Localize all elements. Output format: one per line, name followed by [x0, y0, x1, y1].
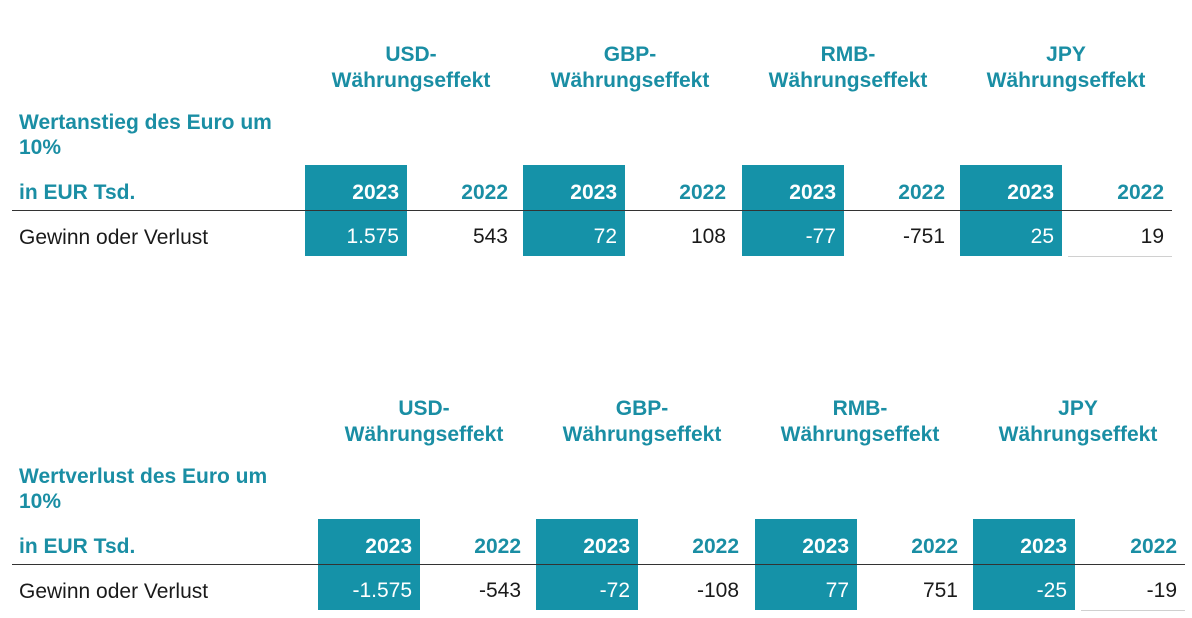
currency-header-line: USD- [398, 397, 450, 420]
year-header-cell: 2023 [973, 519, 1075, 564]
year-header-cell: 2022 [911, 535, 958, 558]
table-euro-decrease: USD- Währungseffekt GBP- Währungseffekt … [0, 354, 1192, 618]
unit-label: in EUR Tsd. [19, 181, 136, 204]
value-cell: -19 [1146, 579, 1177, 602]
unit-label: in EUR Tsd. [19, 535, 136, 558]
year-header-cell: 2022 [679, 181, 726, 204]
row-label: Gewinn oder Verlust [19, 226, 209, 249]
table-euro-increase: USD- Währungseffekt GBP- Währungseffekt … [0, 0, 1192, 300]
value-cell: 543 [472, 225, 508, 248]
currency-header-line: Währungseffekt [344, 423, 504, 446]
currency-header-line: Währungseffekt [768, 69, 928, 92]
currency-header-line: GBP- [603, 43, 657, 66]
header-rule [12, 210, 1172, 211]
value-cell: -1.575 [318, 565, 420, 610]
value-cell: 19 [1140, 225, 1164, 248]
year-header-cell: 2022 [1130, 535, 1177, 558]
table-title: Wertanstieg des Euro um 10% [19, 111, 272, 159]
year-header-cell: 2023 [318, 519, 420, 564]
year-header-cell: 2023 [960, 165, 1062, 210]
year-header-cell: 2023 [523, 165, 625, 210]
currency-header-line: Währungseffekt [986, 69, 1146, 92]
value-cell: 1.575 [305, 211, 407, 256]
currency-header-gbp: GBP- Währungseffekt [520, 42, 740, 94]
year-header-cell: 2023 [536, 519, 638, 564]
currency-header-jpy: JPY Währungseffekt [968, 396, 1188, 448]
value-cell: 108 [690, 225, 726, 248]
year-header-cell: 2022 [898, 181, 945, 204]
year-header-cell: 2022 [474, 535, 521, 558]
currency-header-rmb: RMB- Währungseffekt [750, 396, 970, 448]
currency-header-line: Währungseffekt [562, 423, 722, 446]
currency-header-line: RMB- [820, 43, 876, 66]
year-header-cell: 2022 [1117, 181, 1164, 204]
value-cell: 77 [755, 565, 857, 610]
currency-header-line: GBP- [615, 397, 669, 420]
currency-header-jpy: JPY Währungseffekt [956, 42, 1176, 94]
currency-header-line: Währungseffekt [998, 423, 1158, 446]
value-cell: 25 [960, 211, 1062, 256]
value-cell: -25 [973, 565, 1075, 610]
value-cell: -77 [742, 211, 844, 256]
value-cell: 751 [922, 579, 958, 602]
year-header-cell: 2022 [692, 535, 739, 558]
value-cell: -72 [536, 565, 638, 610]
value-cell: -108 [696, 579, 739, 602]
table-title: Wertverlust des Euro um 10% [19, 465, 268, 513]
bottom-rule [1081, 610, 1185, 611]
value-cell: -543 [478, 579, 521, 602]
currency-header-line: JPY [1046, 43, 1086, 66]
currency-header-line: RMB- [832, 397, 888, 420]
header-rule [12, 564, 1185, 565]
year-header-cell: 2023 [742, 165, 844, 210]
value-cell: -751 [902, 225, 945, 248]
currency-header-usd: USD- Währungseffekt [314, 396, 534, 448]
row-label: Gewinn oder Verlust [19, 580, 209, 603]
currency-header-gbp: GBP- Währungseffekt [532, 396, 752, 448]
currency-header-line: Währungseffekt [550, 69, 710, 92]
year-header-cell: 2022 [461, 181, 508, 204]
currency-header-rmb: RMB- Währungseffekt [738, 42, 958, 94]
bottom-rule [1068, 256, 1172, 257]
currency-header-line: Währungseffekt [780, 423, 940, 446]
currency-header-usd: USD- Währungseffekt [301, 42, 521, 94]
year-header-cell: 2023 [755, 519, 857, 564]
year-header-cell: 2023 [305, 165, 407, 210]
currency-header-line: USD- [385, 43, 437, 66]
value-cell: 72 [523, 211, 625, 256]
currency-header-line: JPY [1058, 397, 1098, 420]
currency-header-line: Währungseffekt [331, 69, 491, 92]
